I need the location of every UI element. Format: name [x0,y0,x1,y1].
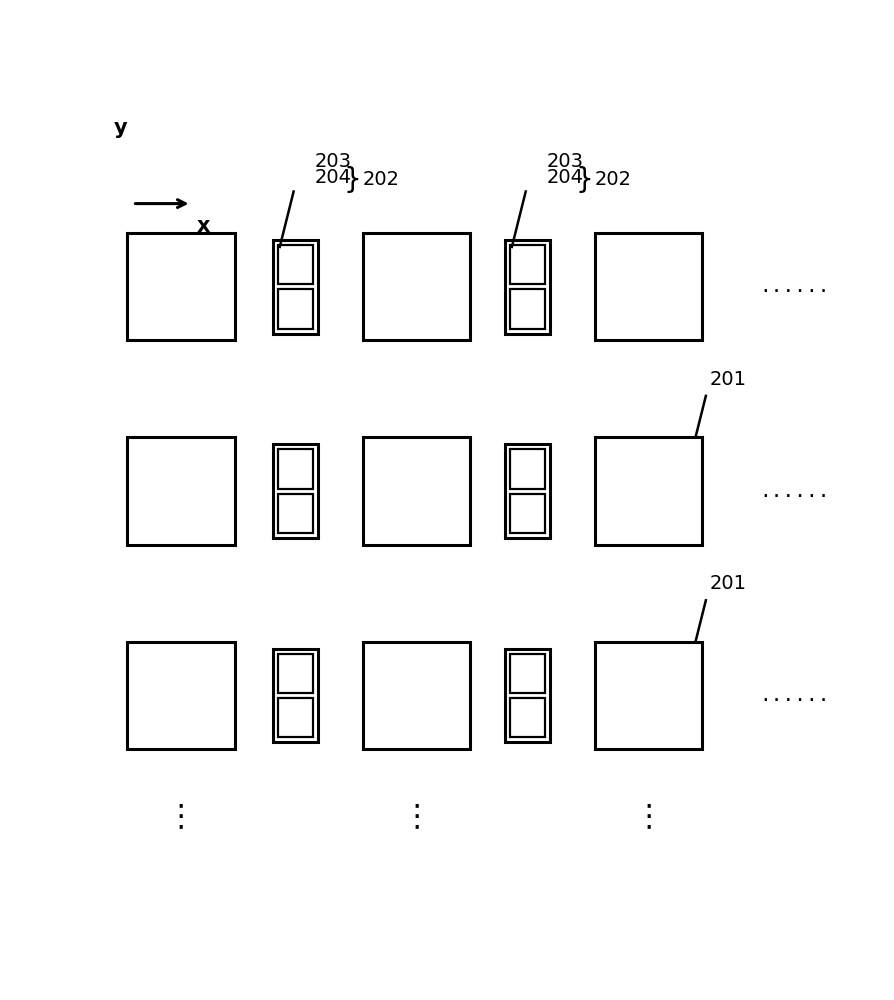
Bar [505,444,550,538]
Text: 204: 204 [315,168,351,187]
Text: 202: 202 [595,170,632,189]
Bar [595,437,703,545]
Bar [505,649,550,742]
Text: 203: 203 [315,152,351,171]
Bar [273,240,318,334]
Bar [363,642,470,749]
Text: y: y [114,118,127,138]
Bar [278,698,313,737]
Text: }: } [343,166,361,194]
Bar [510,245,545,284]
Text: 202: 202 [363,170,400,189]
Text: ⋮: ⋮ [165,802,197,831]
Bar [363,233,470,340]
Bar [595,233,703,340]
Bar [273,444,318,538]
Text: 204: 204 [546,168,584,187]
Text: ⋮: ⋮ [401,802,432,831]
Bar [127,233,235,340]
Text: 201: 201 [709,574,746,593]
Text: ......: ...... [760,277,830,296]
Text: ......: ...... [760,686,830,705]
Bar [510,654,545,693]
Text: ......: ...... [760,482,830,501]
Text: 203: 203 [546,152,584,171]
Bar [505,240,550,334]
Bar [278,449,313,489]
Bar [510,289,545,329]
Bar [510,698,545,737]
Bar [278,289,313,329]
Bar [595,642,703,749]
Bar [363,437,470,545]
Bar [510,494,545,533]
Bar [273,649,318,742]
Text: ⋮: ⋮ [634,802,664,831]
Bar [278,654,313,693]
Bar [127,437,235,545]
Bar [278,494,313,533]
Bar [127,642,235,749]
Text: 201: 201 [709,370,746,389]
Bar [510,449,545,489]
Text: x: x [197,216,210,236]
Bar [278,245,313,284]
Text: }: } [576,166,594,194]
